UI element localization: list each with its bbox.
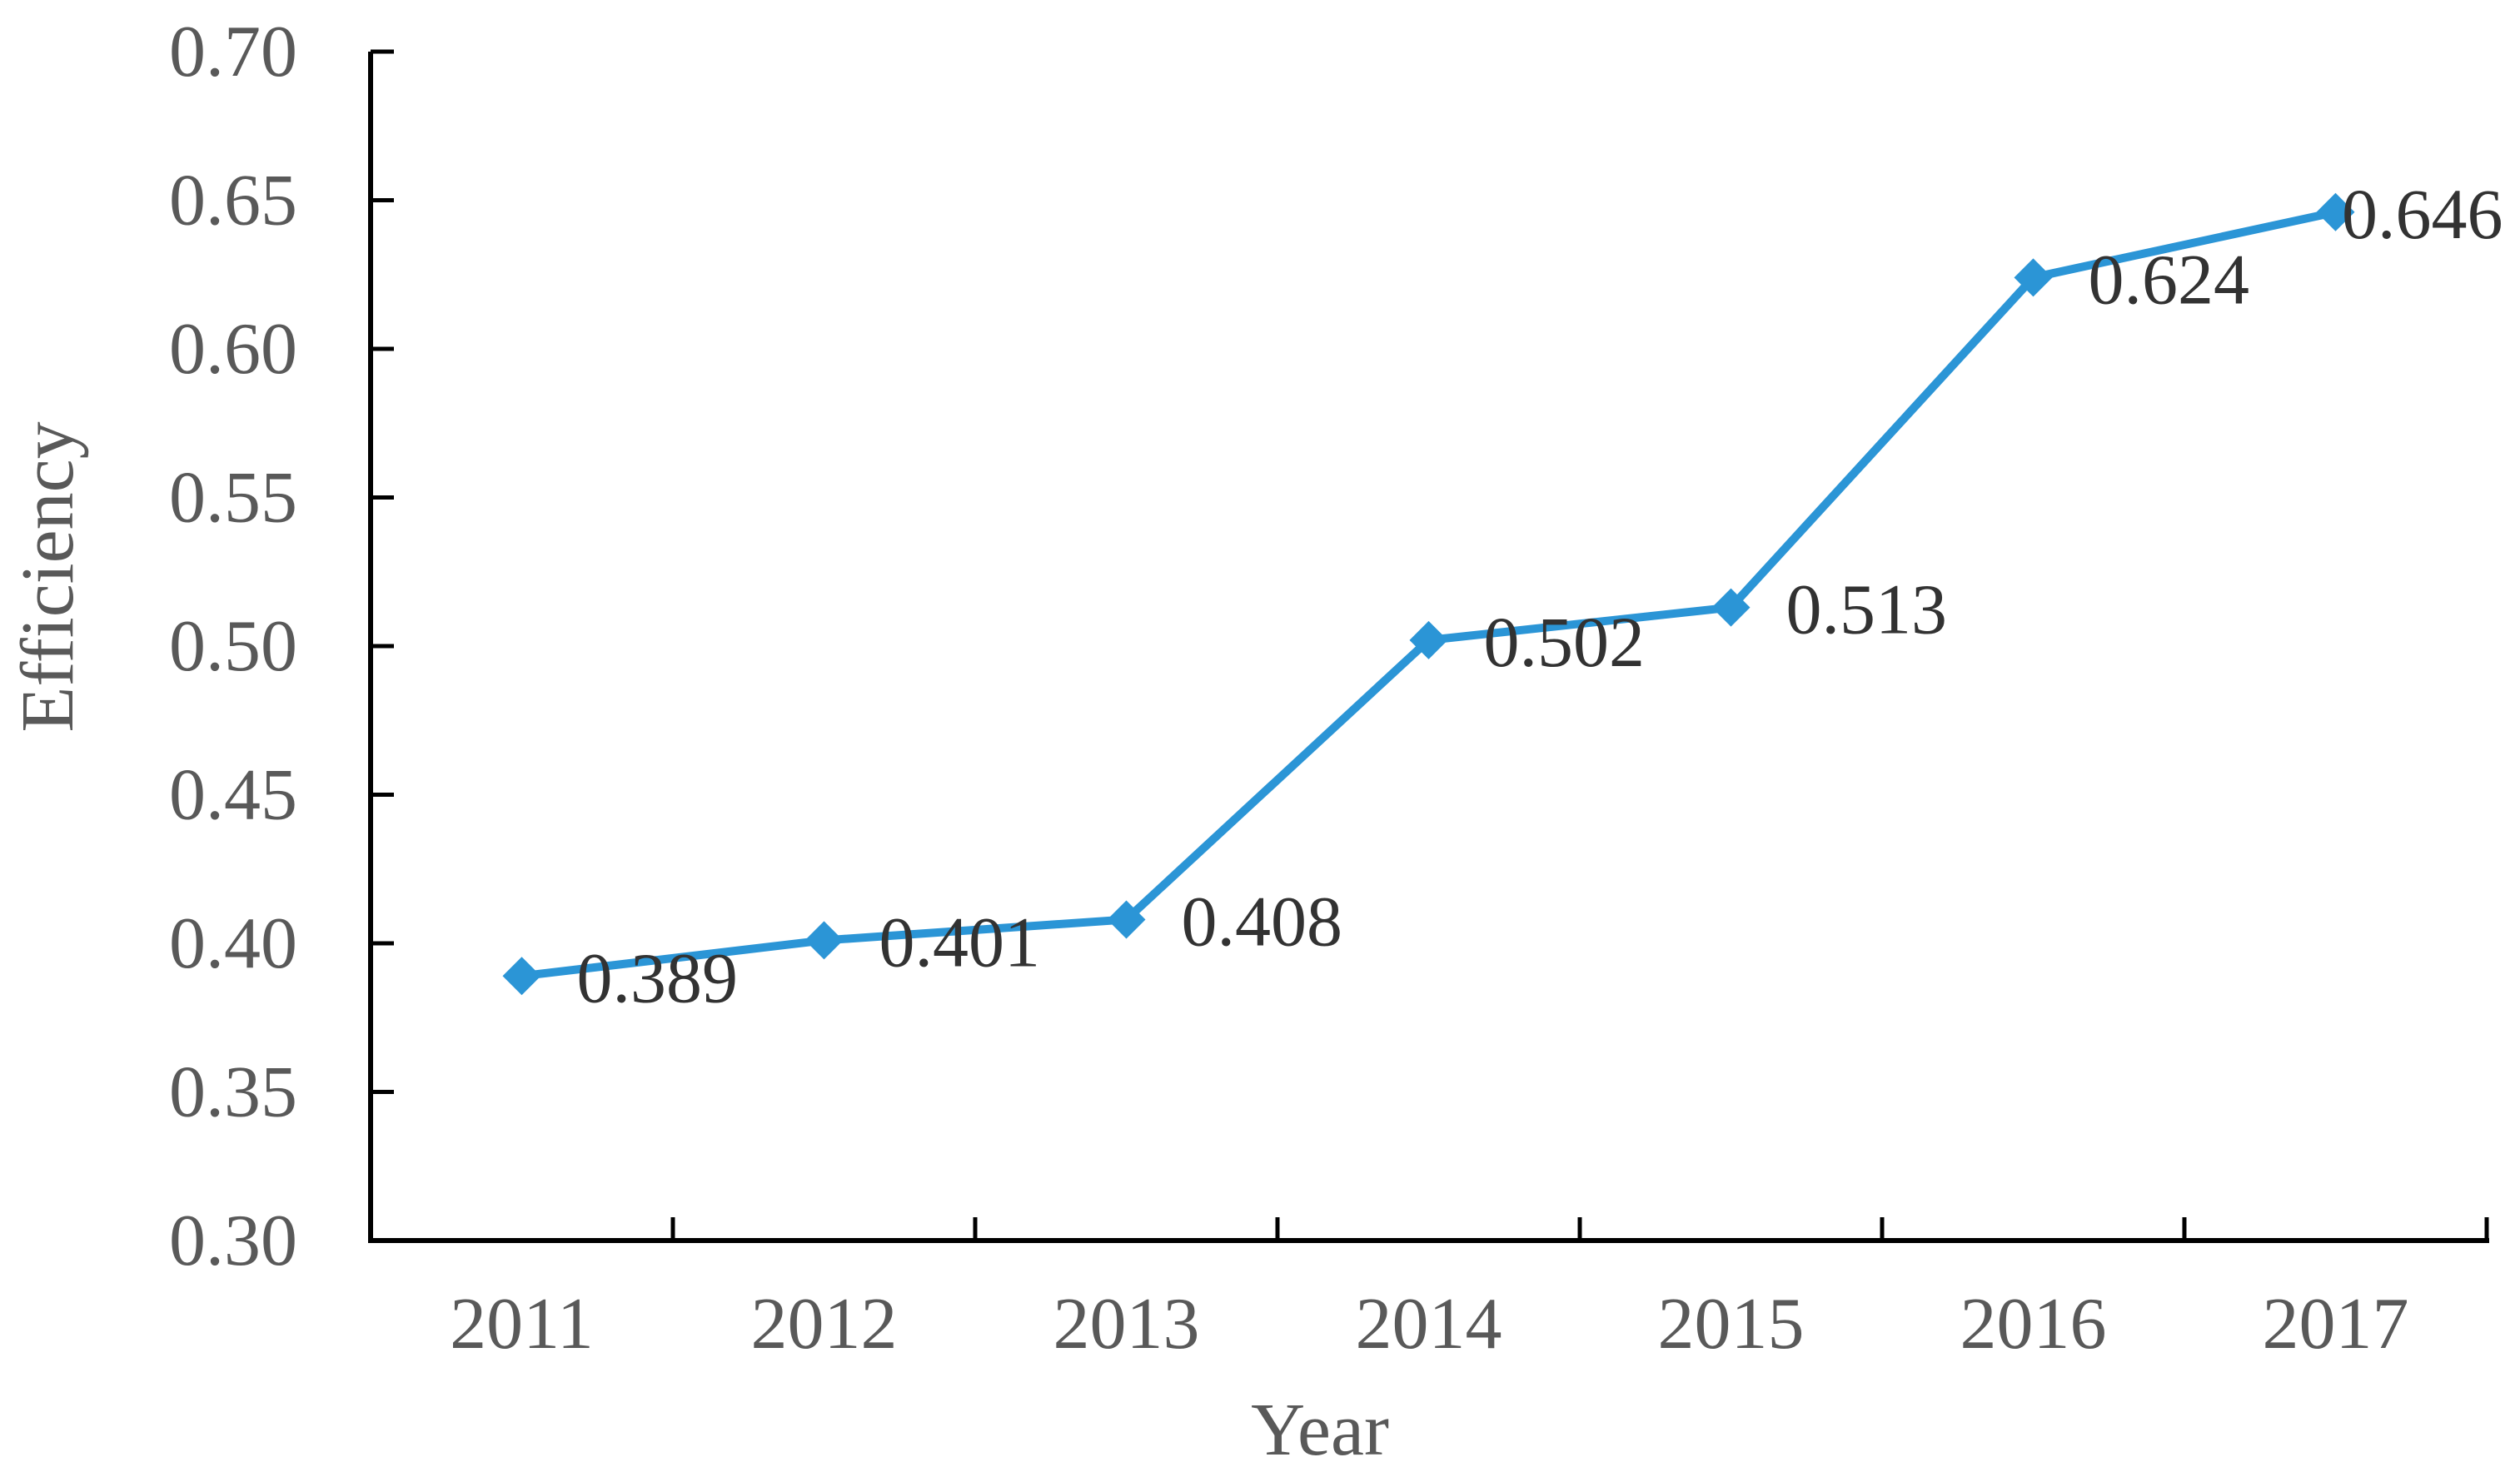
y-tick-label-0.45: 0.45 [169,755,297,836]
data-label-2013: 0.408 [1182,881,1343,961]
y-tick-label-0.65: 0.65 [169,161,297,241]
x-tick-label-2017: 2017 [2263,1284,2409,1365]
data-label-2015: 0.513 [1786,569,1948,649]
data-point-marker-2015 [1711,588,1751,627]
y-tick-label-0.30: 0.30 [169,1201,297,1281]
y-tick-label-0.55: 0.55 [169,458,297,539]
data-point-marker-2013 [1107,900,1146,939]
y-axis-title: Efficiency [7,421,89,732]
data-label-2014: 0.502 [1484,602,1646,682]
series-layer [502,192,2355,996]
x-tick-label-2015: 2015 [1658,1284,1805,1365]
data-label-2016: 0.624 [2089,239,2250,319]
data-line-efficiency [517,207,2340,981]
x-tick-label-2011: 2011 [450,1284,594,1365]
y-tick-label-0.35: 0.35 [169,1052,297,1133]
data-label-2017: 0.646 [2342,174,2503,254]
x-tick-label-2016: 2016 [1960,1284,2107,1365]
data-label-2011: 0.389 [577,937,739,1017]
axes-layer [368,49,2489,1243]
data-point-marker-2014 [1409,620,1448,659]
y-tick-label-0.70: 0.70 [169,12,297,92]
x-tick-label-2012: 2012 [751,1284,898,1365]
y-tick-label-0.60: 0.60 [169,309,297,390]
x-axis-title: Year [1251,1389,1389,1471]
data-point-marker-2016 [2014,258,2053,297]
data-label-2012: 0.401 [879,902,1041,982]
y-tick-label-0.40: 0.40 [169,903,297,984]
x-tick-label-2013: 2013 [1053,1284,1200,1365]
data-point-marker-2017 [2316,192,2355,231]
x-tick-label-2014: 2014 [1356,1284,1502,1365]
labels-layer: 0.30 0.35 0.40 0.45 0.50 0.55 0.60 0.65 0.70 2011… [169,12,2503,1365]
data-point-marker-2012 [804,921,844,960]
y-tick-label-0.50: 0.50 [169,606,297,687]
data-point-marker-2011 [502,957,541,996]
